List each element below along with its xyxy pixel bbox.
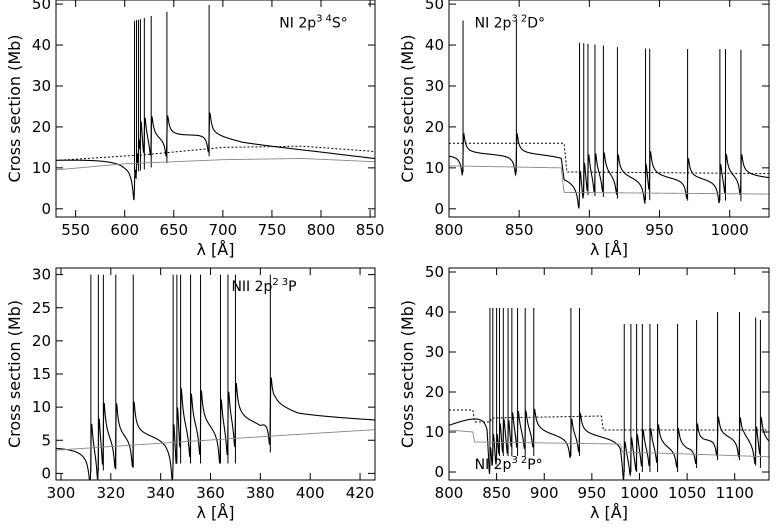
series-solid (449, 132, 769, 209)
x-tick-label: 850 (505, 221, 534, 239)
series-solid (56, 377, 375, 480)
x-tick-label: 1050 (668, 484, 706, 502)
plot-area (56, 4, 375, 201)
x-tick-label: 320 (97, 484, 126, 502)
series-faint (449, 165, 769, 195)
x-tick-label: 1100 (716, 484, 754, 502)
y-axis-title: Cross section (Mb) (5, 34, 24, 182)
series-solid (56, 112, 375, 201)
plot-area (449, 308, 769, 480)
panel-3: 300 320 340 360 380 400 420 0 5 10 15 20 25 30 λ [Å] Cr… (5, 266, 376, 522)
x-tick-label: 340 (146, 484, 175, 502)
panel-label: NII 2p2 3P (231, 277, 296, 295)
panel-1: 550 600 650 700 750 800 850 0 10 20 30 40 50 λ [Å] Cro… (5, 0, 384, 259)
plot-frame (55, 0, 376, 218)
y-tick-label: 5 (41, 431, 51, 449)
y-axis-title: Cross section (Mb) (398, 34, 417, 182)
x-axis-title: λ [Å] (590, 503, 628, 522)
y-tick-label: 40 (32, 36, 51, 54)
y-tick-label: 25 (32, 299, 51, 317)
y-tick-label: 20 (425, 118, 444, 136)
y-tick-label: 30 (425, 343, 444, 361)
x-axis-title: λ [Å] (590, 240, 628, 259)
y-tick-label: 10 (32, 398, 51, 416)
x-tick-label: 1000 (711, 221, 749, 239)
y-tick-label: 50 (32, 0, 51, 13)
plot-frame (448, 267, 770, 481)
x-tick-label: 850 (356, 221, 385, 239)
panel-label: NI 2p3 4S° (279, 14, 348, 32)
x-tick-label: 380 (246, 484, 275, 502)
series-dotted (56, 145, 375, 161)
series-faint (56, 157, 375, 171)
x-tick-label: 300 (47, 484, 76, 502)
y-axis-title: Cross section (Mb) (398, 300, 417, 448)
y-tick-label: 0 (434, 463, 444, 481)
x-tick-label: 1000 (620, 484, 658, 502)
series-dotted (449, 409, 769, 431)
series-faint (56, 429, 375, 451)
y-tick-label: 50 (425, 0, 444, 13)
y-tick-label: 30 (32, 77, 51, 95)
panel-label: NI 2p3 2D° (475, 14, 545, 32)
y-tick-label: 50 (425, 263, 444, 281)
x-tick-label: 800 (435, 221, 464, 239)
series-faint (449, 429, 769, 458)
panel-4: 800 850 900 950 1000 1050 1100 0 10 20 30 40 50 λ [Å]… (398, 263, 770, 522)
x-tick-label: 550 (61, 221, 90, 239)
y-tick-label: 10 (32, 159, 51, 177)
x-axis-title: λ [Å] (197, 503, 235, 522)
series-solid (449, 408, 769, 480)
x-tick-label: 650 (159, 221, 188, 239)
x-tick-label: 800 (307, 221, 336, 239)
y-tick-label: 20 (425, 383, 444, 401)
y-tick-label: 30 (425, 77, 444, 95)
plot-frame (448, 0, 770, 218)
x-tick-label: 850 (482, 484, 511, 502)
y-axis-title: Cross section (Mb) (5, 300, 24, 448)
y-tick-label: 15 (32, 365, 51, 383)
x-tick-label: 950 (645, 221, 674, 239)
x-tick-label: 420 (346, 484, 375, 502)
panel-2: 800 850 900 950 1000 0 10 20 30 40 50 λ [Å] Cross se… (398, 0, 770, 259)
y-tick-label: 0 (434, 200, 444, 218)
y-tick-label: 0 (41, 464, 51, 482)
x-tick-label: 360 (196, 484, 225, 502)
x-tick-label: 400 (296, 484, 325, 502)
y-tick-label: 0 (41, 200, 51, 218)
y-tick-label: 40 (425, 36, 444, 54)
plot-area (56, 274, 375, 480)
y-tick-label: 30 (32, 266, 51, 284)
x-tick-label: 700 (209, 221, 238, 239)
x-tick-label: 750 (258, 221, 287, 239)
y-tick-label: 20 (32, 332, 51, 350)
x-tick-label: 950 (578, 484, 607, 502)
y-tick-label: 10 (425, 159, 444, 177)
series-dotted (449, 142, 769, 175)
y-tick-label: 10 (425, 423, 444, 441)
plot-area (449, 20, 769, 209)
y-tick-label: 20 (32, 118, 51, 136)
x-tick-label: 900 (575, 221, 604, 239)
x-tick-label: 800 (435, 484, 464, 502)
x-axis-title: λ [Å] (197, 240, 235, 259)
x-tick-label: 600 (110, 221, 139, 239)
y-tick-label: 40 (425, 303, 444, 321)
x-tick-label: 900 (530, 484, 559, 502)
panel-label: NI 2p3 2P° (475, 455, 543, 473)
